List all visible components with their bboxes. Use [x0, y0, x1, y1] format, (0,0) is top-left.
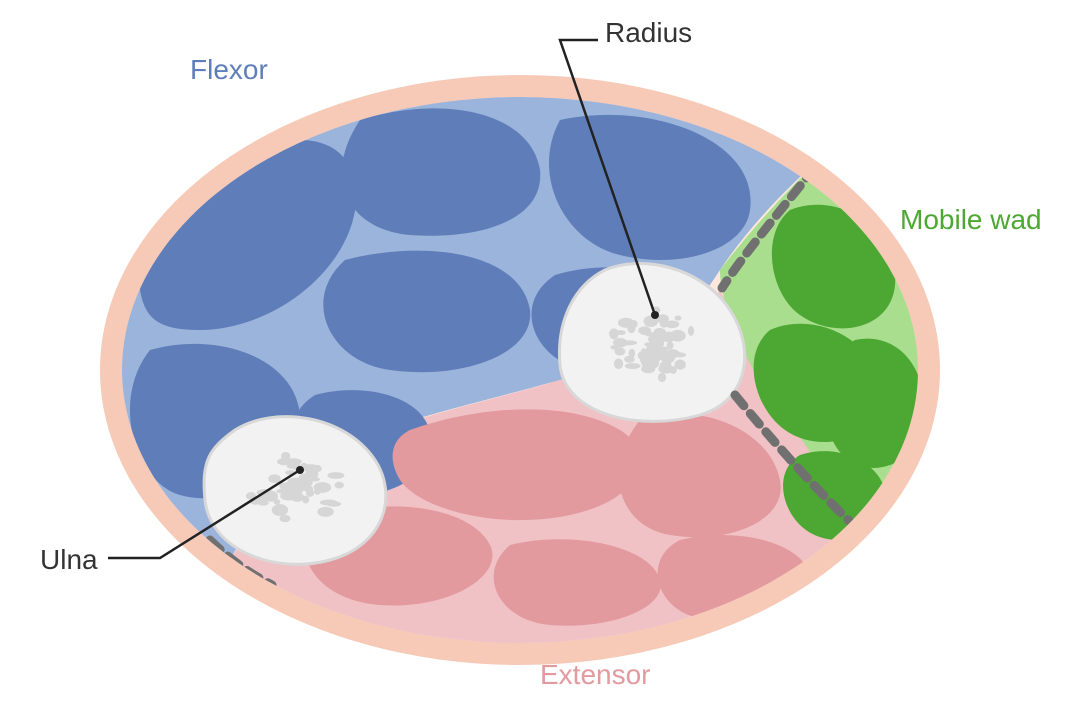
forearm-cross-section	[0, 0, 1077, 718]
radius-label: Radius	[605, 17, 692, 49]
compartments	[60, 70, 960, 670]
flexor-label: Flexor	[190, 54, 268, 86]
mobilewad-label: Mobile wad	[900, 204, 1042, 236]
diagram-stage: Flexor Extensor Mobile wad Radius Ulna	[0, 0, 1077, 718]
extensor-label: Extensor	[540, 659, 651, 691]
ulna-label: Ulna	[40, 544, 98, 576]
